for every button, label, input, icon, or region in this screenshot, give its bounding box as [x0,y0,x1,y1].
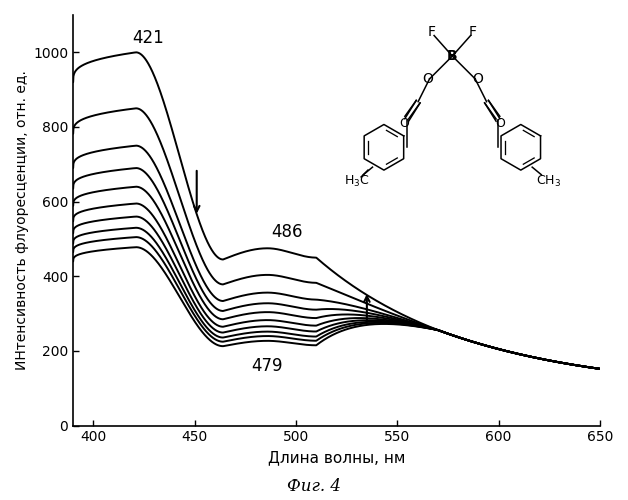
Text: 421: 421 [133,28,164,46]
Text: 486: 486 [272,223,303,241]
Text: Фиг. 4: Фиг. 4 [287,478,341,495]
Y-axis label: ИНтенсивность флуоресценции, отн. ед.: ИНтенсивность флуоресценции, отн. ед. [15,70,29,370]
Text: 479: 479 [251,358,283,376]
X-axis label: Длина волны, нм: Длина волны, нм [268,450,405,465]
